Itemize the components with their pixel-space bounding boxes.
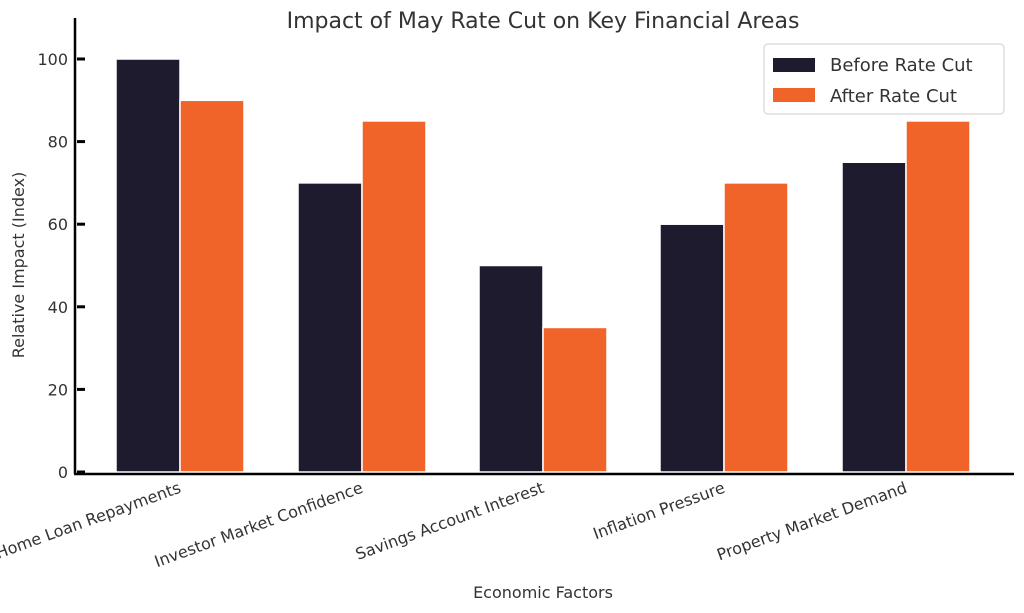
legend-frame xyxy=(763,43,1005,115)
bars-group xyxy=(115,58,971,473)
bar-after-4 xyxy=(905,120,971,473)
bar-before-1 xyxy=(297,182,363,473)
bar-before-4 xyxy=(841,161,907,473)
bar-after-2 xyxy=(542,326,608,473)
x-tick-label: Property Market Demand xyxy=(714,478,909,565)
x-tick-label: Inflation Pressure xyxy=(590,478,727,543)
bar-before-2 xyxy=(478,264,544,473)
bar-before-0 xyxy=(115,58,181,473)
y-tick-label: 100 xyxy=(37,50,68,69)
x-axis-label: Economic Factors xyxy=(473,583,613,602)
bar-after-1 xyxy=(361,120,427,473)
x-tick-label: Investor Market Confidence xyxy=(152,478,365,571)
chart-title: Impact of May Rate Cut on Key Financial … xyxy=(287,9,800,34)
legend-swatch-after xyxy=(773,88,815,102)
y-tick-label: 20 xyxy=(48,380,68,399)
y-tick-label: 60 xyxy=(48,215,68,234)
legend: Before Rate Cut After Rate Cut xyxy=(763,43,1005,115)
y-tick-label: 0 xyxy=(58,463,68,482)
y-tick-label: 40 xyxy=(48,298,68,317)
x-tick-label: Home Loan Repayments xyxy=(0,478,183,563)
bar-before-3 xyxy=(659,223,725,473)
legend-label-after: After Rate Cut xyxy=(830,86,957,107)
x-tick-label: Savings Account Interest xyxy=(353,478,546,564)
axes-group xyxy=(73,18,1014,476)
legend-label-before: Before Rate Cut xyxy=(830,55,973,76)
legend-swatch-before xyxy=(773,58,815,72)
y-ticks-group: 0 20 40 60 80 100 xyxy=(37,50,85,482)
bar-after-3 xyxy=(723,182,789,473)
y-axis-label: Relative Impact (Index) xyxy=(9,172,28,359)
bar-after-0 xyxy=(179,99,245,473)
y-tick-label: 80 xyxy=(48,133,68,152)
